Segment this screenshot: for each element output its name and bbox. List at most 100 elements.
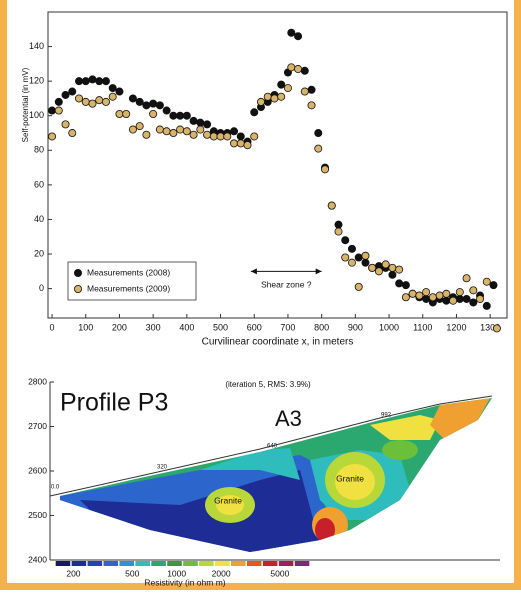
data-point bbox=[142, 101, 151, 110]
data-point bbox=[354, 282, 363, 291]
data-point bbox=[361, 258, 370, 267]
colorbar-swatch bbox=[103, 561, 119, 566]
data-point bbox=[388, 263, 397, 272]
data-point bbox=[75, 94, 84, 103]
data-point bbox=[401, 281, 410, 290]
data-point bbox=[108, 84, 117, 93]
colorbar-swatch bbox=[119, 561, 134, 566]
data-point bbox=[341, 236, 350, 245]
legend-box bbox=[67, 261, 197, 301]
data-point bbox=[101, 77, 110, 86]
data-point bbox=[408, 289, 417, 298]
colorbar-label: Resistivity (in ohm m) bbox=[144, 577, 225, 587]
legend-marker bbox=[74, 268, 83, 277]
colorbar-swatch bbox=[87, 561, 103, 566]
data-point bbox=[203, 130, 212, 139]
data-point bbox=[169, 111, 178, 120]
data-point bbox=[334, 227, 343, 236]
data-point bbox=[203, 120, 212, 129]
data-point bbox=[489, 281, 498, 290]
y-tick-label: 2700 bbox=[28, 421, 47, 431]
legend-label: Measurements (2009) bbox=[87, 283, 170, 293]
data-point bbox=[287, 63, 296, 72]
y-axis-label: Self-potential (in mV) bbox=[21, 67, 30, 142]
colorbar-swatch bbox=[55, 561, 71, 566]
colorbar-tick-label: 200 bbox=[66, 568, 80, 578]
data-point bbox=[449, 296, 458, 305]
colorbar-swatch bbox=[199, 561, 214, 566]
colorbar-swatch bbox=[215, 561, 230, 566]
colorbar-swatch bbox=[231, 561, 246, 566]
data-point bbox=[307, 85, 316, 94]
data-point bbox=[455, 294, 464, 303]
data-point bbox=[361, 251, 370, 260]
data-point bbox=[182, 127, 191, 136]
data-point bbox=[81, 97, 90, 106]
distance-label: 992 bbox=[381, 413, 392, 419]
annotation: Shear zone ? bbox=[261, 280, 312, 290]
x-tick-label: 200 bbox=[112, 322, 127, 332]
y-tick-label: 60 bbox=[34, 179, 44, 189]
data-point bbox=[182, 111, 191, 120]
data-point bbox=[54, 106, 63, 115]
x-axis-label: Curvilinear coordinate x, in meters bbox=[202, 337, 354, 348]
data-point bbox=[101, 97, 110, 106]
data-point bbox=[422, 288, 431, 297]
data-point bbox=[428, 293, 437, 302]
data-point bbox=[314, 129, 323, 138]
data-point bbox=[462, 274, 471, 283]
data-point bbox=[442, 296, 451, 305]
data-point bbox=[216, 132, 225, 141]
data-point bbox=[115, 110, 124, 119]
data-point bbox=[347, 258, 356, 267]
colorbar-tick-label: 1000 bbox=[167, 568, 186, 578]
colorbar-swatch bbox=[262, 561, 278, 566]
data-point bbox=[492, 324, 501, 333]
data-point bbox=[422, 294, 431, 303]
section-title: Profile P3 bbox=[60, 389, 168, 417]
data-point bbox=[476, 294, 485, 303]
data-point bbox=[334, 220, 343, 229]
data-point bbox=[314, 144, 323, 153]
data-point bbox=[162, 127, 171, 136]
legend-marker bbox=[74, 284, 83, 293]
y-tick-label: 100 bbox=[29, 110, 44, 120]
data-point bbox=[95, 96, 104, 105]
y-tick-label: 2600 bbox=[28, 465, 47, 475]
data-point bbox=[277, 92, 286, 101]
data-point bbox=[415, 291, 424, 300]
data-point bbox=[243, 141, 252, 150]
data-point bbox=[300, 66, 309, 75]
data-point bbox=[462, 294, 471, 303]
data-point bbox=[321, 165, 330, 174]
data-point bbox=[68, 129, 77, 138]
data-point bbox=[230, 139, 239, 148]
data-point bbox=[135, 97, 144, 106]
data-point bbox=[176, 125, 185, 134]
x-tick-label: 1200 bbox=[446, 322, 466, 332]
data-point bbox=[341, 253, 350, 262]
data-point bbox=[307, 101, 316, 110]
data-point bbox=[196, 118, 205, 127]
colorbar-swatch bbox=[278, 561, 294, 566]
colorbar-tick-label: 5000 bbox=[270, 568, 289, 578]
y-tick-label: 2400 bbox=[28, 554, 47, 564]
data-point bbox=[482, 301, 491, 310]
x-tick-label: 700 bbox=[280, 322, 295, 332]
data-point bbox=[401, 293, 410, 302]
data-point bbox=[294, 32, 303, 41]
data-point bbox=[75, 77, 84, 86]
data-point bbox=[149, 99, 158, 108]
data-point bbox=[455, 288, 464, 297]
x-tick-label: 300 bbox=[146, 322, 161, 332]
data-point bbox=[189, 130, 198, 139]
data-point bbox=[135, 122, 144, 131]
x-tick-label: 1000 bbox=[379, 322, 399, 332]
colorbar-swatch bbox=[151, 561, 166, 566]
rock-label: Granite bbox=[336, 473, 364, 483]
data-point bbox=[368, 263, 377, 272]
data-point bbox=[277, 80, 286, 89]
data-point bbox=[482, 277, 491, 286]
distance-label: 320 bbox=[157, 465, 168, 471]
